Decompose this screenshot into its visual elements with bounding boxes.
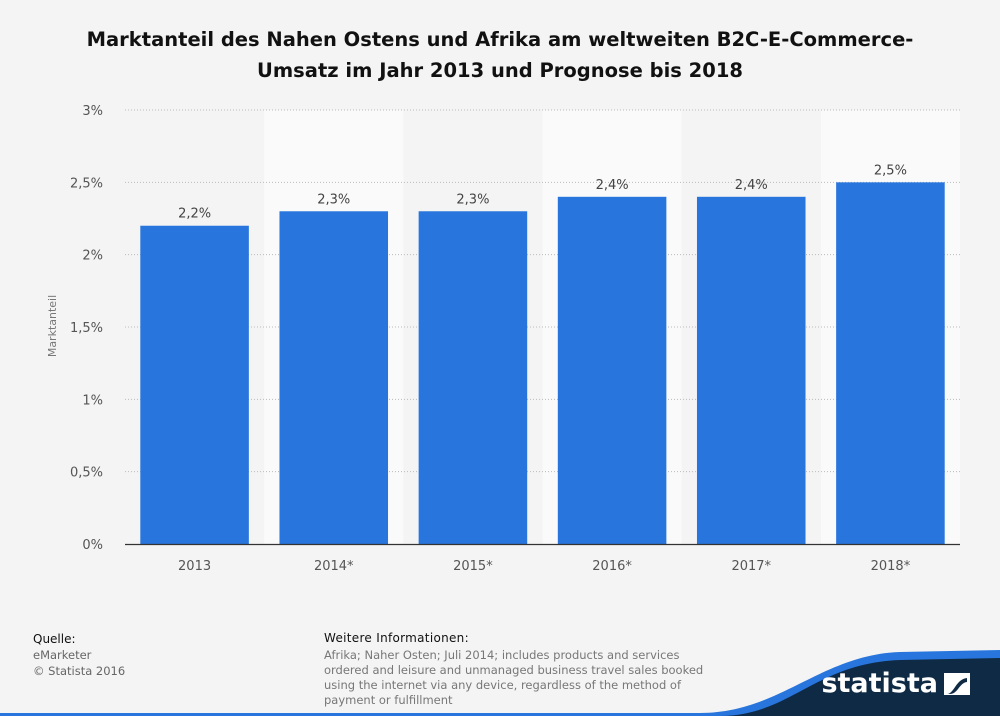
y-tick-label: 1% bbox=[82, 393, 103, 408]
y-tick-label: 0% bbox=[82, 538, 103, 553]
x-tick-label: 2016* bbox=[592, 559, 632, 574]
bar[interactable] bbox=[836, 182, 945, 545]
data-label: 2,2% bbox=[178, 207, 211, 222]
x-tick-label: 2017* bbox=[731, 559, 771, 574]
statista-logo-icon bbox=[944, 672, 970, 695]
source-name: eMarketer bbox=[33, 648, 92, 662]
y-tick-label: 1,5% bbox=[70, 321, 103, 336]
bar-chart: 0% 0,5% 1% 1,5% 2% 2,5% 3% 2,2% 2013 2,3% 2014* 2,… bbox=[46, 104, 960, 574]
x-tick-label: 2018* bbox=[871, 559, 911, 574]
chart-title-line-1: Marktanteil des Nahen Ostens und Afrika … bbox=[86, 28, 914, 51]
y-tick-label: 3% bbox=[82, 104, 103, 119]
chart-title-line-2: Umsatz im Jahr 2013 und Prognose bis 201… bbox=[257, 59, 743, 82]
info-heading: Weitere Informationen: bbox=[324, 631, 469, 645]
data-label: 2,5% bbox=[874, 163, 907, 178]
bar[interactable] bbox=[279, 211, 389, 544]
x-tick-label: 2015* bbox=[453, 559, 493, 574]
data-label: 2,4% bbox=[735, 178, 768, 193]
bar[interactable] bbox=[557, 196, 667, 545]
y-tick-label: 2% bbox=[82, 249, 103, 264]
y-tick-label: 0,5% bbox=[70, 466, 103, 481]
brand-name: statista bbox=[821, 668, 938, 699]
x-tick-label: 2013 bbox=[178, 559, 211, 574]
data-label: 2,4% bbox=[596, 178, 629, 193]
statista-logo[interactable]: statista bbox=[821, 668, 970, 699]
info-block: Weitere Informationen: Afrika; Naher Ost… bbox=[324, 631, 724, 708]
bar[interactable] bbox=[418, 211, 528, 544]
y-tick-label: 2,5% bbox=[70, 176, 103, 191]
source-block: Quelle: eMarketer © Statista 2016 bbox=[33, 631, 125, 679]
x-tick-label: 2014* bbox=[314, 559, 354, 574]
chart-title: Marktanteil des Nahen Ostens und Afrika … bbox=[40, 24, 960, 86]
bar[interactable] bbox=[696, 196, 806, 545]
bar[interactable] bbox=[140, 225, 249, 544]
source-heading: Quelle: bbox=[33, 632, 76, 646]
copyright: © Statista 2016 bbox=[33, 664, 126, 678]
data-label: 2,3% bbox=[317, 192, 350, 207]
y-axis-label: Marktanteil bbox=[46, 295, 59, 357]
info-text: Afrika; Naher Osten; Juli 2014; includes… bbox=[324, 648, 704, 707]
data-label: 2,3% bbox=[456, 192, 489, 207]
